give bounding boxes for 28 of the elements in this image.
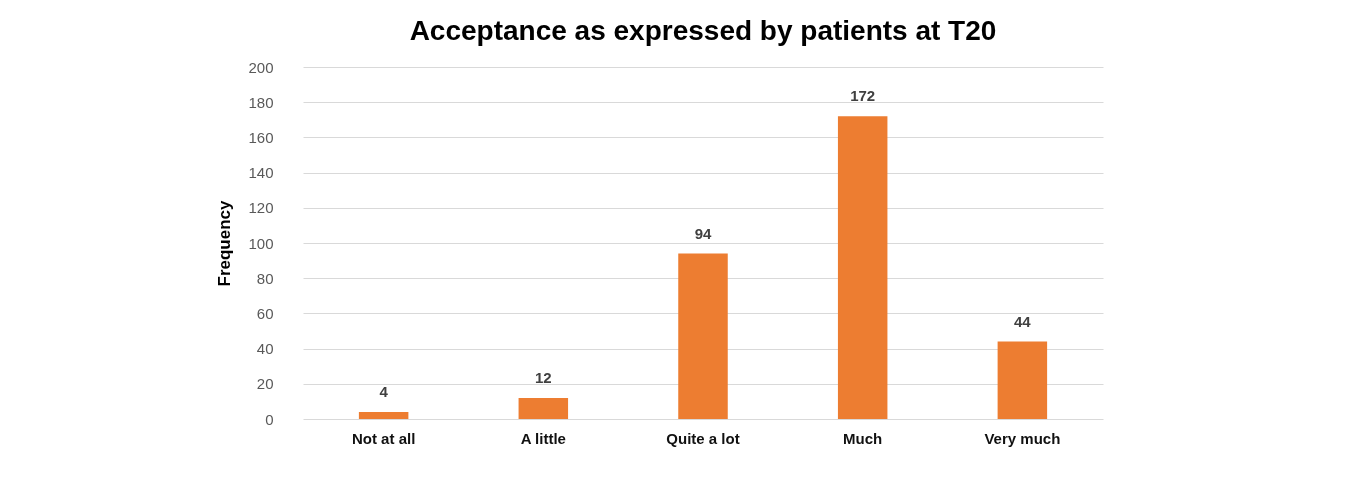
x-tick-label: A little [520, 429, 566, 447]
y-tick-label: 20 [256, 375, 274, 393]
bar [997, 341, 1048, 419]
y-tick-label: 180 [248, 93, 274, 111]
x-tick-label: Very much [984, 429, 1061, 447]
y-tick-label: 100 [248, 234, 274, 252]
y-tick-label: 80 [256, 269, 274, 287]
data-label: 94 [694, 224, 712, 242]
x-tick-label: Much [843, 429, 883, 447]
bar [837, 116, 888, 419]
y-tick-label: 40 [256, 340, 274, 358]
y-tick-label: 140 [248, 164, 274, 182]
chart-title: Acceptance as expressed by patients at T20 [409, 15, 997, 46]
bar [518, 397, 569, 419]
bar [678, 253, 728, 419]
x-tick-label: Quite a lot [666, 429, 740, 447]
y-axis-title: Frequency [215, 199, 235, 287]
data-label: 44 [1014, 312, 1032, 330]
y-tick-label: 120 [248, 199, 274, 217]
x-tick-label: Not at all [351, 429, 416, 447]
data-label: 4 [379, 382, 389, 400]
bar [358, 411, 409, 419]
data-label: 172 [850, 87, 876, 105]
y-tick-label: 60 [256, 304, 274, 322]
y-tick-label: 160 [248, 128, 274, 146]
y-tick-label: 0 [265, 410, 274, 428]
data-label: 12 [534, 368, 552, 386]
y-tick-label: 200 [248, 58, 274, 76]
